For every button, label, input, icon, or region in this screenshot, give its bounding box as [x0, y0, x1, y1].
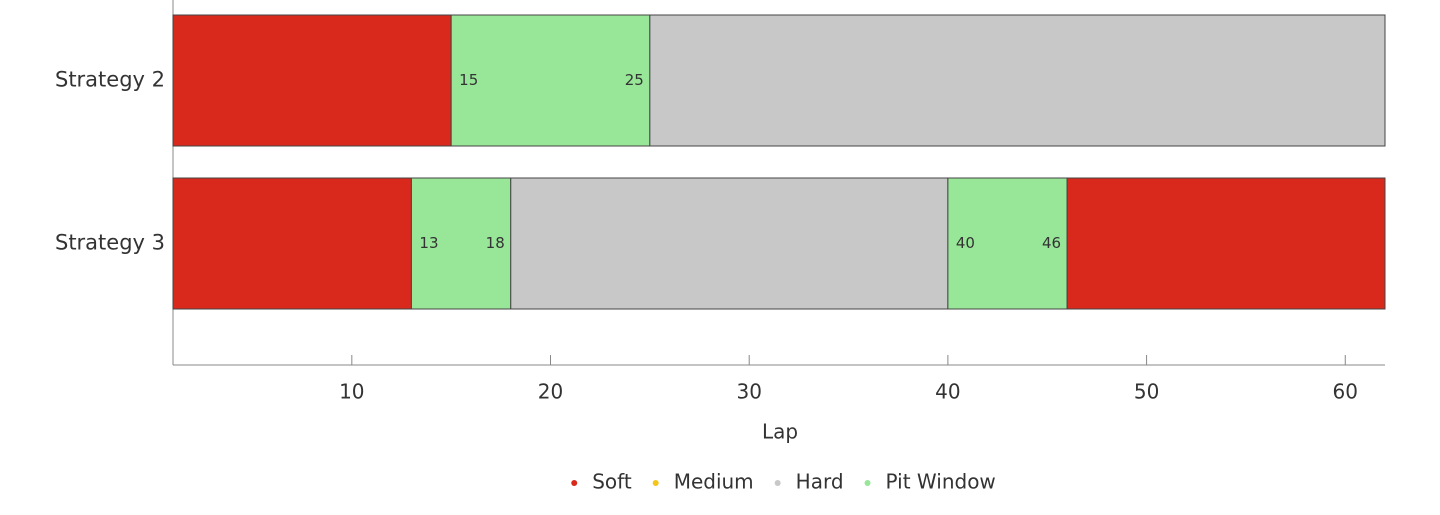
x-tick-label: 20	[538, 380, 563, 404]
segment	[410, 177, 512, 310]
x-tick-label: 60	[1333, 380, 1358, 404]
segment	[172, 14, 452, 147]
legend-marker	[571, 480, 578, 486]
segment	[510, 177, 949, 310]
x-axis-label: Lap	[762, 420, 798, 444]
x-tick-label: 10	[339, 380, 364, 404]
x-tick-label: 50	[1134, 380, 1159, 404]
segment-end-label: 46	[1042, 234, 1061, 252]
segment	[1066, 177, 1386, 310]
row-label: Strategy 3	[55, 231, 165, 255]
segment-end-label: 18	[486, 234, 505, 252]
segment	[450, 14, 651, 147]
legend-marker	[652, 480, 659, 486]
legend-label: Hard	[796, 470, 844, 494]
x-tick-label: 30	[736, 380, 761, 404]
legend-marker	[774, 480, 781, 486]
segment-start-label: 13	[419, 234, 438, 252]
legend-label: Pit Window	[886, 470, 996, 494]
segment-start-label: 40	[956, 234, 975, 252]
segment	[172, 177, 412, 310]
row-label: Strategy 2	[55, 68, 165, 92]
segment-end-label: 25	[625, 71, 644, 89]
x-tick-label: 40	[935, 380, 960, 404]
segment	[947, 177, 1068, 310]
legend-label: Soft	[592, 470, 632, 494]
segment-start-label: 15	[459, 71, 478, 89]
legend-marker	[864, 480, 871, 486]
legend-label: Medium	[674, 470, 754, 494]
segment	[649, 14, 1386, 147]
